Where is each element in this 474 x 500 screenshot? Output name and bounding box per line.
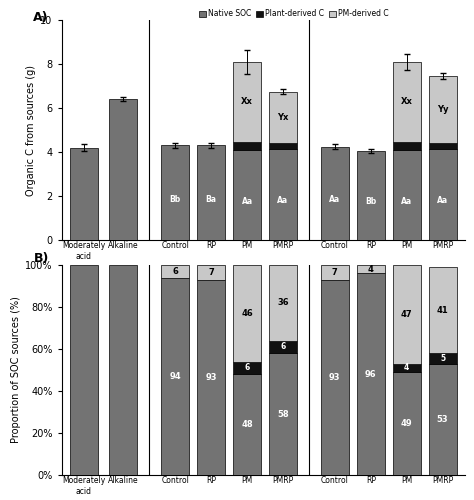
Bar <box>428 148 456 240</box>
Text: Xx: Xx <box>241 98 253 106</box>
Y-axis label: Organic C from sources (g): Organic C from sources (g) <box>26 64 36 196</box>
Y-axis label: Proportion of SOC sources (%): Proportion of SOC sources (%) <box>11 296 21 444</box>
Bar <box>357 151 385 240</box>
Text: 58: 58 <box>277 410 289 418</box>
Bar <box>269 340 297 353</box>
Bar <box>393 150 420 240</box>
Text: 4: 4 <box>368 264 374 274</box>
Text: 6: 6 <box>173 267 178 276</box>
Text: A): A) <box>33 11 49 24</box>
Bar <box>109 99 137 240</box>
Bar <box>70 148 98 240</box>
Text: 96: 96 <box>365 370 376 378</box>
Legend: Native SOC, Plant-derived C, PM-derived C: Native SOC, Plant-derived C, PM-derived … <box>196 6 392 22</box>
Bar <box>393 265 420 364</box>
Bar <box>269 92 297 143</box>
Bar <box>393 372 420 475</box>
Text: 93: 93 <box>205 373 217 382</box>
Bar <box>269 148 297 240</box>
Bar <box>161 278 189 475</box>
Bar <box>269 265 297 340</box>
Text: 93: 93 <box>329 373 341 382</box>
Text: 48: 48 <box>241 420 253 429</box>
Text: Xx: Xx <box>401 98 412 106</box>
Bar <box>233 362 261 374</box>
Bar <box>233 374 261 475</box>
Bar <box>161 265 189 278</box>
Bar <box>428 76 456 143</box>
Text: Aa: Aa <box>329 196 340 204</box>
Text: 36: 36 <box>277 298 289 308</box>
Text: 6: 6 <box>281 342 286 351</box>
Bar <box>269 353 297 475</box>
Text: Bb: Bb <box>170 195 181 204</box>
Text: 6: 6 <box>245 364 250 372</box>
Text: Moderately acid: Moderately acid <box>195 275 263 284</box>
Bar <box>321 280 349 475</box>
Bar <box>233 142 261 150</box>
Bar <box>393 142 420 150</box>
Bar <box>393 62 420 142</box>
Text: Bb: Bb <box>365 197 376 206</box>
Bar <box>197 265 225 280</box>
Bar <box>233 62 261 142</box>
Text: Yy: Yy <box>437 105 448 114</box>
Text: 4: 4 <box>404 364 410 372</box>
Bar <box>428 143 456 148</box>
Bar <box>197 146 225 240</box>
Text: 53: 53 <box>437 415 448 424</box>
Bar <box>109 265 137 475</box>
Text: 49: 49 <box>401 419 412 428</box>
Bar <box>428 353 456 364</box>
Text: Aa: Aa <box>437 196 448 205</box>
Text: 7: 7 <box>209 268 214 277</box>
Text: 94: 94 <box>170 372 181 381</box>
Bar <box>70 265 98 475</box>
Text: Yx: Yx <box>277 113 289 122</box>
Text: 7: 7 <box>332 268 338 277</box>
Bar <box>357 265 385 274</box>
Bar <box>269 143 297 148</box>
Bar <box>428 364 456 475</box>
Text: B): B) <box>33 252 49 266</box>
Bar <box>321 146 349 240</box>
Bar <box>161 146 189 240</box>
Text: Aa: Aa <box>277 196 289 205</box>
Bar <box>197 280 225 475</box>
Bar <box>357 274 385 475</box>
Text: Aa: Aa <box>401 196 412 205</box>
Bar <box>428 267 456 353</box>
Text: Initial: Initial <box>92 275 115 284</box>
Text: Alkaline: Alkaline <box>372 275 405 284</box>
Text: Aa: Aa <box>242 196 253 205</box>
Bar <box>393 364 420 372</box>
Bar <box>233 150 261 240</box>
Text: Ba: Ba <box>206 195 217 204</box>
Bar <box>233 265 261 362</box>
Text: 5: 5 <box>440 354 445 363</box>
Text: 47: 47 <box>401 310 412 319</box>
Text: 41: 41 <box>437 306 448 314</box>
Text: 46: 46 <box>241 309 253 318</box>
Bar <box>321 265 349 280</box>
